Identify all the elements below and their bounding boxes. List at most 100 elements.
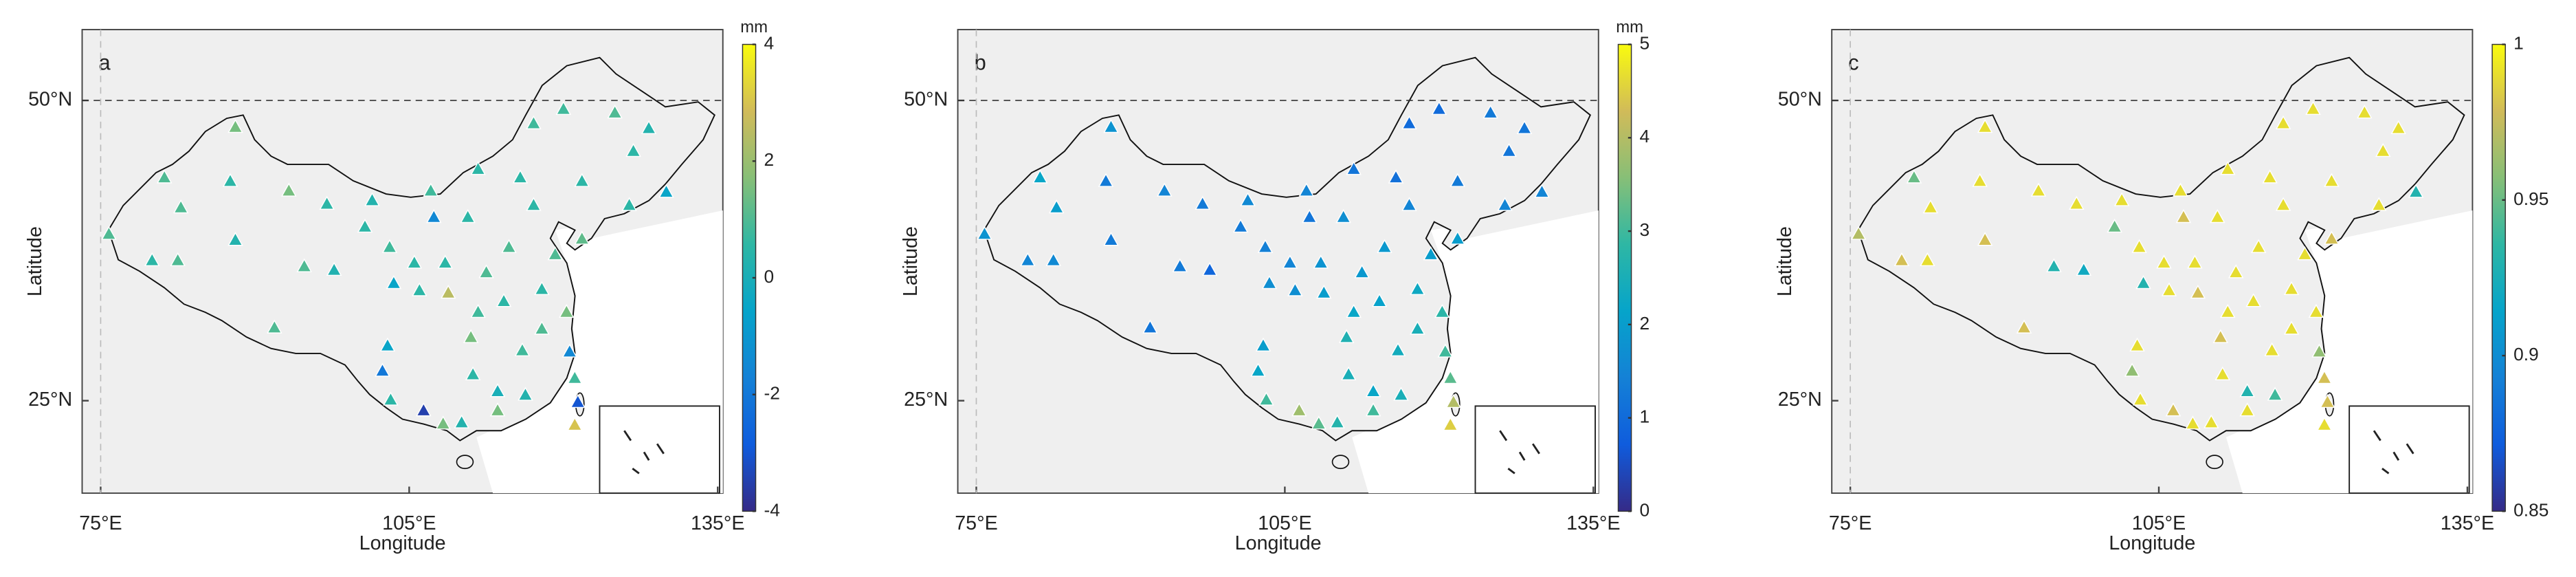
station-marker [1393, 387, 1409, 401]
station-marker [2175, 208, 2192, 224]
y-tick-label: 25°N [904, 389, 948, 411]
x-tick-label: 135°E [1566, 512, 1620, 534]
station-marker [326, 261, 342, 276]
station-marker [570, 393, 586, 409]
station-marker [489, 402, 506, 417]
station-marker [1516, 120, 1533, 134]
station-marker [1346, 161, 1362, 175]
colorbar-tick-label: 0.9 [2513, 344, 2539, 364]
station-marker [426, 208, 442, 224]
station-marker [2390, 120, 2406, 134]
station-marker [1497, 197, 1513, 211]
colorbar-tick-label: 3 [1640, 219, 1650, 240]
station-marker [1450, 173, 1466, 187]
station-marker [2069, 195, 2085, 210]
station-marker [2264, 342, 2280, 357]
station-marker [567, 417, 583, 431]
station-marker [2124, 362, 2140, 377]
station-marker [463, 329, 479, 343]
station-marker [1977, 118, 1993, 133]
station-marker [2131, 239, 2147, 253]
x-tick-label: 105°E [1258, 512, 1311, 534]
y-tick-label: 50°N [1778, 89, 1822, 111]
colorbar-tick-label: 2 [764, 149, 774, 170]
map-panel: a 25°N 50°N 75°E 105°E 135°E Longitude Latitude… [24, 18, 780, 554]
station-marker [1972, 173, 1988, 187]
station-marker [1232, 218, 1249, 233]
station-marker [1195, 195, 1210, 210]
inset-islands [623, 430, 665, 475]
station-marker [386, 274, 402, 290]
station-marker [1315, 284, 1332, 299]
station-marker [1443, 417, 1458, 431]
station-marker [1311, 415, 1327, 430]
station-marker [2357, 105, 2373, 119]
station-marker [607, 105, 623, 119]
station-marker [1390, 342, 1406, 357]
station-marker [1450, 230, 1466, 245]
station-marker [2210, 208, 2225, 224]
station-marker [2161, 282, 2177, 296]
station-marker [222, 173, 238, 187]
station-marker [435, 415, 451, 430]
station-marker [2245, 293, 2261, 307]
station-marker [1920, 252, 1935, 267]
y-tick-label: 50°N [28, 89, 72, 111]
station-marker [470, 161, 486, 175]
station-marker [357, 218, 373, 233]
station-marker [2375, 142, 2391, 157]
station-marker [625, 142, 641, 157]
station-marker [1371, 293, 1388, 307]
station-marker [2408, 184, 2424, 198]
colorbar-unit: mm [1616, 18, 1643, 36]
station-marker [478, 264, 494, 279]
station-marker [2324, 230, 2340, 245]
station-marker [2046, 258, 2062, 272]
inset-map [2349, 405, 2470, 494]
y-tick-label: 25°N [28, 389, 72, 411]
station-marker [2156, 254, 2172, 269]
station-marker [1977, 232, 1993, 246]
x-axis-title: Longitude [359, 532, 446, 554]
station-marker [2311, 343, 2327, 358]
station-marker [2275, 115, 2291, 129]
station-marker [2320, 393, 2335, 409]
station-marker [641, 120, 657, 134]
station-marker [1340, 366, 1357, 380]
station-marker [375, 362, 390, 377]
panel-label: a [98, 50, 111, 74]
station-marker [1534, 184, 1550, 198]
station-marker [1103, 232, 1119, 246]
colorbar-tick-label: 2 [1640, 313, 1650, 334]
station-marker [2262, 169, 2278, 184]
map-panel: c 25°N 50°N 75°E 105°E 135°E Longitude Latitude… [1774, 29, 2549, 554]
x-tick-label: 75°E [1829, 512, 1872, 534]
station-marker [2203, 414, 2219, 428]
station-marker [1257, 239, 1274, 253]
station-marker [658, 184, 674, 198]
station-marker [1020, 252, 1036, 267]
station-marker [1445, 393, 1462, 409]
x-axis-title: Longitude [1235, 532, 1322, 554]
station-marker [1365, 383, 1381, 398]
colorbar-tick-label: 1 [2513, 32, 2524, 53]
x-tick-label: 75°E [955, 512, 997, 534]
station-marker [1291, 402, 1307, 417]
station-marker [2190, 284, 2206, 299]
inset-islands [1499, 430, 1540, 475]
station-marker [1434, 303, 1450, 318]
station-marker [460, 208, 476, 224]
station-marker [2283, 281, 2300, 295]
station-marker [2107, 218, 2122, 233]
station-marker [1282, 254, 1298, 269]
station-marker [2239, 402, 2255, 417]
station-marker [2324, 173, 2340, 187]
station-marker [227, 232, 243, 246]
station-marker [1443, 369, 1458, 384]
station-marker [1410, 281, 1425, 295]
station-marker [562, 343, 578, 358]
station-marker [534, 281, 550, 295]
station-marker [977, 226, 992, 240]
station-marker [2297, 246, 2313, 261]
colorbar [2491, 43, 2506, 512]
